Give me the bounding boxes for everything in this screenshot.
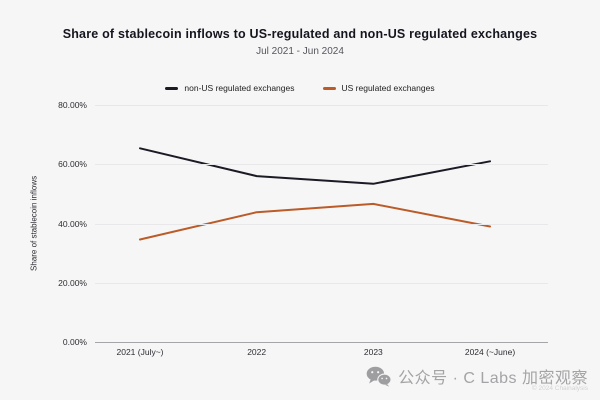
wechat-icon [366, 366, 392, 387]
us-line-marker [322, 86, 336, 90]
y-tick-label: 60.00% [58, 159, 87, 170]
y-tick-label: 40.00% [58, 218, 87, 229]
legend: non-US regulated exchanges US regulated … [0, 83, 600, 93]
line-non-us [139, 147, 491, 185]
legend-item-non-us: non-US regulated exchanges [165, 83, 295, 93]
y-tick-label: 20.00% [58, 277, 87, 288]
y-tick-label: 0.00% [62, 337, 87, 347]
gridline [95, 282, 548, 284]
gridline [95, 223, 548, 225]
x-tick-label: 2022 [247, 347, 267, 357]
chart-subtitle: Jul 2021 - Jun 2024 [256, 46, 344, 57]
x-tick-label: 2021 (July~) [116, 347, 164, 357]
plot-area: 0.00% 20.00% 40.00% 60.00% 80.00% 2021 (July~… [58, 100, 548, 357]
gridline [95, 164, 548, 166]
watermark: 公众号 · C Labs 加密观察 [366, 364, 588, 388]
legend-label-non-us: non-US regulated exchanges [184, 83, 295, 93]
legend-label-us: US regulated exchanges [341, 83, 435, 93]
chart-title: Share of stablecoin inflows to US-regula… [62, 27, 538, 41]
legend-item-us: US regulated exchanges [322, 83, 435, 93]
y-tick-label: 80.00% [58, 100, 87, 110]
non-us-line-marker [165, 86, 179, 90]
copyright-text: © 2024 Chainalysis [531, 385, 588, 392]
watermark-text: 公众号 · C Labs 加密观察 [398, 370, 588, 387]
x-axis-line [95, 342, 548, 343]
x-tick-label: 2023 [363, 347, 383, 357]
line-us [139, 202, 491, 241]
x-tick-label: 2024 (~June) [464, 347, 516, 357]
gridline [95, 105, 548, 106]
series-svg [139, 147, 491, 241]
